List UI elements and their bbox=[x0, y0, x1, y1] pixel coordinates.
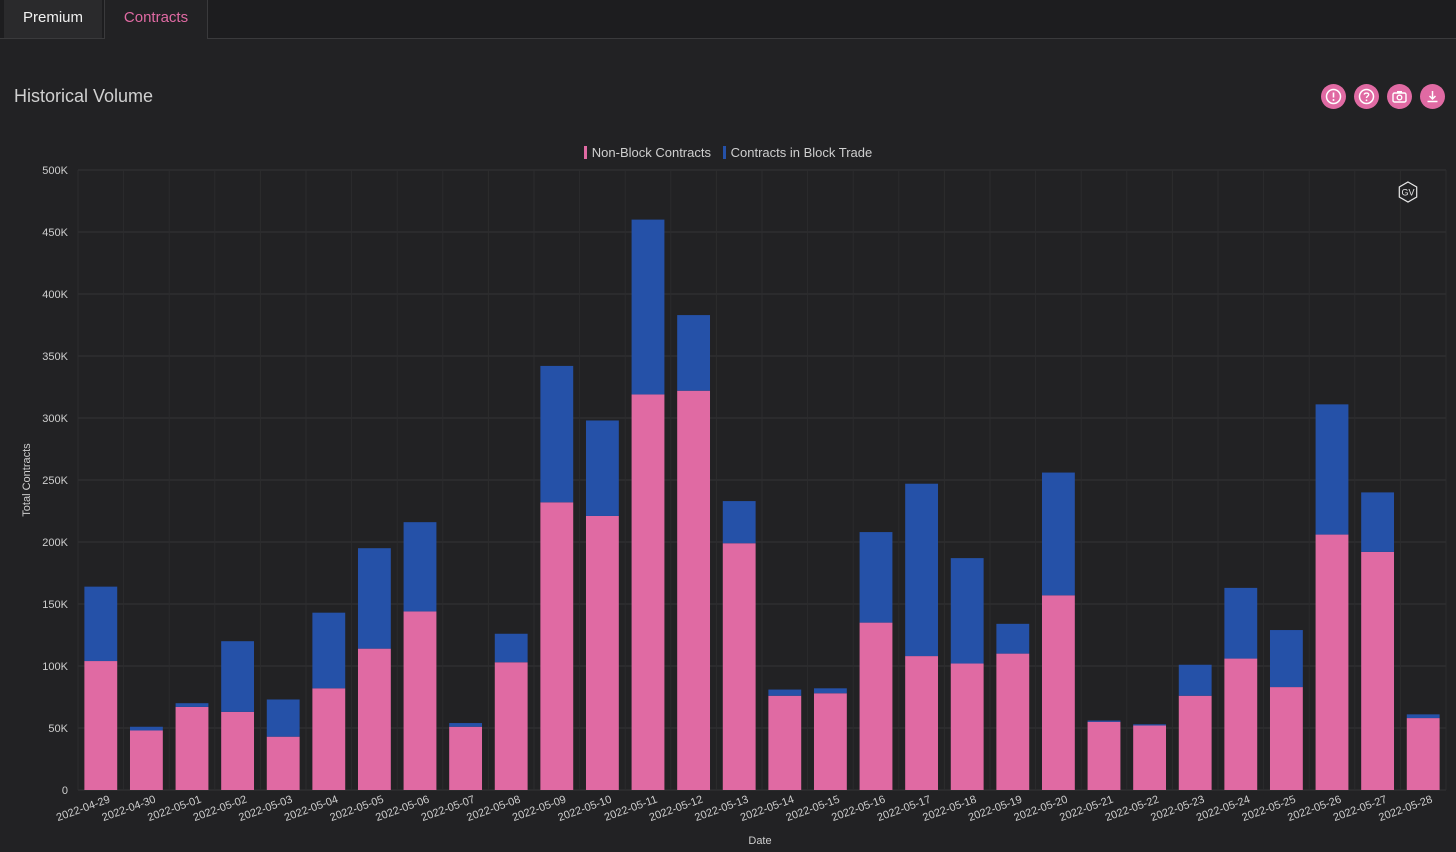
bar-block-trade[interactable] bbox=[859, 532, 893, 623]
bar-non-block[interactable] bbox=[266, 736, 300, 790]
bar-block-trade[interactable] bbox=[585, 420, 619, 516]
bar-non-block[interactable] bbox=[494, 662, 528, 790]
y-tick-label: 500K bbox=[42, 165, 68, 177]
bar-block-trade[interactable] bbox=[129, 726, 163, 731]
bar-non-block[interactable] bbox=[449, 726, 483, 790]
bar-block-trade[interactable] bbox=[1269, 630, 1303, 688]
y-tick-label: 50K bbox=[48, 723, 68, 735]
bar-non-block[interactable] bbox=[1041, 595, 1075, 790]
camera-icon bbox=[1392, 91, 1407, 103]
y-axis-ticks: 0 50K 100K 150K 200K 250K 300K 350K 400K 450K 500K bbox=[42, 165, 68, 797]
alert-icon bbox=[1325, 88, 1342, 105]
y-tick-label: 150K bbox=[42, 599, 68, 611]
y-tick-label: 250K bbox=[42, 475, 68, 487]
y-axis-title: Total Contracts bbox=[21, 443, 33, 517]
bar-block-trade[interactable] bbox=[1087, 720, 1121, 722]
alert-button[interactable] bbox=[1321, 84, 1346, 109]
help-icon bbox=[1358, 88, 1375, 105]
bar-non-block[interactable] bbox=[859, 622, 893, 790]
bar-block-trade[interactable] bbox=[494, 633, 528, 663]
bar-block-trade[interactable] bbox=[1133, 724, 1167, 726]
x-axis-ticks: 2022-04-292022-04-302022-05-012022-05-02… bbox=[55, 794, 1434, 825]
bar-non-block[interactable] bbox=[1133, 725, 1167, 790]
legend-item-block-trade[interactable]: Contracts in Block Trade bbox=[722, 145, 873, 160]
bar-non-block[interactable] bbox=[403, 611, 437, 790]
bar-block-trade[interactable] bbox=[540, 365, 574, 503]
bar-block-trade[interactable] bbox=[1224, 587, 1258, 659]
y-tick-label: 100K bbox=[42, 661, 68, 673]
screenshot-button[interactable] bbox=[1387, 84, 1412, 109]
tab-contracts[interactable]: Contracts bbox=[104, 0, 208, 39]
bar-non-block[interactable] bbox=[950, 663, 984, 790]
tab-bar: Premium Contracts bbox=[0, 0, 1456, 39]
bar-non-block[interactable] bbox=[722, 543, 756, 790]
bar-block-trade[interactable] bbox=[631, 219, 665, 395]
bar-non-block[interactable] bbox=[905, 656, 939, 790]
bar-non-block[interactable] bbox=[631, 394, 665, 790]
bar-block-trade[interactable] bbox=[403, 522, 437, 612]
y-tick-label: 350K bbox=[42, 351, 68, 363]
legend-label: Non-Block Contracts bbox=[591, 145, 711, 160]
legend-label: Contracts in Block Trade bbox=[730, 145, 873, 160]
bar-block-trade[interactable] bbox=[357, 548, 391, 649]
bar-block-trade[interactable] bbox=[221, 641, 255, 712]
chart-legend: Non-Block Contracts Contracts in Block T… bbox=[0, 145, 1456, 160]
watermark-text: GV bbox=[1401, 188, 1414, 198]
bar-non-block[interactable] bbox=[1315, 534, 1349, 790]
bar-non-block[interactable] bbox=[1361, 551, 1395, 790]
legend-item-non-block[interactable]: Non-Block Contracts bbox=[583, 145, 711, 160]
bar-block-trade[interactable] bbox=[266, 699, 300, 737]
bar-non-block[interactable] bbox=[129, 730, 163, 790]
bar-block-trade[interactable] bbox=[996, 623, 1030, 654]
bar-non-block[interactable] bbox=[1178, 695, 1212, 790]
bar-non-block[interactable] bbox=[585, 515, 619, 790]
bar-block-trade[interactable] bbox=[677, 315, 711, 391]
download-icon bbox=[1427, 91, 1438, 103]
download-button[interactable] bbox=[1420, 84, 1445, 109]
legend-swatch bbox=[583, 146, 587, 159]
bar-block-trade[interactable] bbox=[950, 558, 984, 664]
x-axis-title: Date bbox=[748, 835, 771, 847]
bar-block-trade[interactable] bbox=[1041, 472, 1075, 596]
bar-non-block[interactable] bbox=[1269, 687, 1303, 790]
chart-grid bbox=[77, 169, 1447, 791]
bar-non-block[interactable] bbox=[677, 390, 711, 790]
y-tick-label: 300K bbox=[42, 413, 68, 425]
help-button[interactable] bbox=[1354, 84, 1379, 109]
bar-non-block[interactable] bbox=[1087, 721, 1121, 790]
tab-premium[interactable]: Premium bbox=[4, 0, 102, 38]
bar-block-trade[interactable] bbox=[1315, 404, 1349, 535]
bar-non-block[interactable] bbox=[357, 648, 391, 790]
page-title: Historical Volume bbox=[14, 86, 154, 106]
bar-non-block[interactable] bbox=[1406, 718, 1440, 790]
bar-non-block[interactable] bbox=[175, 706, 209, 790]
bar-block-trade[interactable] bbox=[813, 688, 847, 694]
y-tick-label: 450K bbox=[42, 227, 68, 239]
y-tick-label: 0 bbox=[62, 785, 68, 797]
bar-non-block[interactable] bbox=[768, 695, 802, 790]
bar-block-trade[interactable] bbox=[312, 612, 346, 689]
bar-non-block[interactable] bbox=[996, 653, 1030, 790]
bar-block-trade[interactable] bbox=[175, 703, 209, 707]
bar-block-trade[interactable] bbox=[1361, 492, 1395, 552]
bar-block-trade[interactable] bbox=[722, 501, 756, 544]
bar-non-block[interactable] bbox=[1224, 658, 1258, 790]
bar-non-block[interactable] bbox=[813, 693, 847, 790]
y-tick-label: 200K bbox=[42, 537, 68, 549]
bar-block-trade[interactable] bbox=[905, 483, 939, 657]
legend-swatch bbox=[722, 146, 726, 159]
bar-block-trade[interactable] bbox=[1406, 714, 1440, 719]
bar-non-block[interactable] bbox=[221, 711, 255, 790]
y-tick-label: 400K bbox=[42, 289, 68, 301]
chart-bars bbox=[84, 219, 1440, 790]
bar-block-trade[interactable] bbox=[1178, 664, 1212, 696]
watermark-logo: GV bbox=[1398, 181, 1418, 203]
bar-block-trade[interactable] bbox=[84, 586, 118, 662]
bar-block-trade[interactable] bbox=[768, 689, 802, 696]
bar-non-block[interactable] bbox=[312, 688, 346, 790]
bar-block-trade[interactable] bbox=[449, 723, 483, 727]
bar-non-block[interactable] bbox=[540, 502, 574, 790]
bar-non-block[interactable] bbox=[84, 661, 118, 790]
